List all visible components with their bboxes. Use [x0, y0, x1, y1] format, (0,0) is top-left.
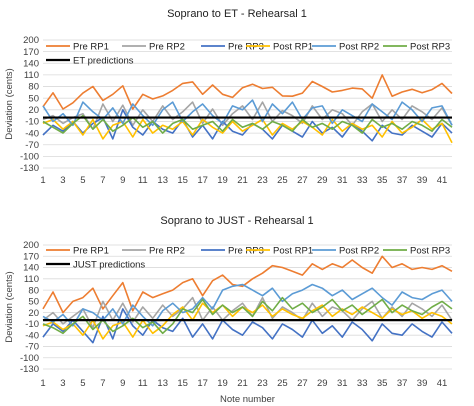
y-tick-label: -100 [20, 152, 39, 163]
x-tick-label: 31 [337, 175, 348, 186]
legend-label: Post RP1 [273, 42, 313, 53]
legend-label: Pre RP2 [149, 246, 185, 257]
series-line-post-rp3 [42, 296, 453, 335]
x-tick-label: 21 [237, 378, 248, 389]
x-tick-label: 35 [377, 378, 388, 389]
x-tick-label: 25 [277, 175, 288, 186]
x-tick-label: 9 [120, 378, 125, 389]
legend-label: Pre RP3 [228, 42, 264, 53]
chart-2: Soprano to JUST - Rehearsal 120017014011… [4, 215, 453, 405]
y-axis-label: Deviation (cents) [4, 68, 15, 139]
legend-label: Post RP3 [410, 246, 450, 257]
y-tick-label: -40 [25, 330, 39, 341]
series-line-post-rp1 [42, 302, 453, 340]
x-tick-label: 37 [397, 378, 408, 389]
legend-label: Post RP2 [339, 246, 379, 257]
legend-label: Post RP3 [410, 42, 450, 53]
y-tick-label: -10 [25, 319, 39, 330]
x-tick-label: 23 [257, 378, 268, 389]
y-tick-label: 140 [23, 263, 39, 274]
y-tick-label: 50 [28, 93, 39, 104]
chart-title: Soprano to ET - Rehearsal 1 [167, 8, 307, 20]
x-tick-label: 15 [177, 378, 188, 389]
x-tick-label: 17 [197, 378, 208, 389]
x-tick-label: 17 [197, 175, 208, 186]
series-line-pre-rp1 [42, 74, 453, 110]
x-tick-label: 23 [257, 175, 268, 186]
chart-title: Soprano to JUST - Rehearsal 1 [160, 215, 313, 227]
y-tick-label: -70 [25, 140, 39, 151]
y-tick-label: 170 [23, 251, 39, 262]
legend-label: Post RP2 [339, 42, 379, 53]
x-tick-label: 1 [40, 175, 45, 186]
y-tick-label: 140 [23, 58, 39, 69]
y-tick-label: 170 [23, 47, 39, 58]
legend-label: Pre RP3 [228, 246, 264, 257]
legend-label: Pre RP2 [149, 42, 185, 53]
legend-label: JUST predictions [73, 260, 145, 271]
x-tick-label: 33 [357, 175, 368, 186]
legend-label: Post RP1 [273, 246, 313, 257]
series-line-pre-rp3 [42, 308, 453, 344]
x-tick-label: 7 [100, 175, 105, 186]
y-tick-label: 200 [23, 35, 39, 46]
x-tick-label: 5 [80, 175, 85, 186]
x-tick-label: 35 [377, 175, 388, 186]
y-tick-label: 200 [23, 240, 39, 251]
x-tick-label: 33 [357, 378, 368, 389]
chart-1: Soprano to ET - Rehearsal 1 2001701401108… [4, 8, 453, 186]
x-tick-label: 3 [60, 378, 65, 389]
x-tick-label: 19 [217, 175, 228, 186]
legend-label: ET predictions [73, 56, 134, 67]
y-axis-label: Deviation (cents) [4, 271, 15, 342]
x-tick-label: 5 [80, 378, 85, 389]
x-tick-label: 21 [237, 175, 248, 186]
x-tick-label: 39 [417, 175, 428, 186]
y-tick-label: -10 [25, 117, 39, 128]
x-tick-label: 19 [217, 378, 228, 389]
x-tick-label: 39 [417, 378, 428, 389]
x-tick-label: 29 [317, 175, 328, 186]
legend-label: Pre RP1 [73, 246, 109, 257]
series-line-post-rp2 [42, 99, 453, 127]
y-tick-label: 80 [28, 82, 39, 93]
x-tick-label: 37 [397, 175, 408, 186]
x-tick-label: 29 [317, 378, 328, 389]
y-tick-label: -130 [20, 163, 39, 174]
x-tick-label: 27 [297, 175, 308, 186]
y-tick-label: 110 [24, 274, 39, 285]
y-tick-label: 20 [28, 308, 39, 319]
x-tick-label: 25 [277, 378, 288, 389]
x-tick-label: 13 [157, 378, 168, 389]
x-tick-label: 41 [437, 378, 448, 389]
x-tick-label: 27 [297, 378, 308, 389]
series-line-pre-rp1 [42, 255, 453, 314]
y-tick-label: -100 [20, 353, 39, 364]
x-tick-label: 11 [138, 175, 148, 186]
legend-label: Pre RP1 [73, 42, 109, 53]
y-tick-label: -130 [20, 364, 39, 375]
x-tick-label: 15 [177, 175, 188, 186]
y-tick-label: -70 [25, 342, 39, 353]
x-tick-label: 31 [337, 378, 348, 389]
series-line-post-rp1 [42, 118, 453, 144]
y-tick-label: 20 [28, 105, 39, 116]
series-line-post-rp3 [42, 114, 453, 134]
x-axis-label: Note number [220, 394, 275, 405]
y-tick-label: -40 [25, 128, 39, 139]
x-tick-label: 1 [40, 378, 45, 389]
series-line-post-rp2 [42, 283, 453, 327]
x-tick-label: 9 [120, 175, 125, 186]
y-tick-label: 80 [28, 285, 39, 296]
x-tick-label: 13 [157, 175, 168, 186]
y-tick-label: 110 [24, 70, 39, 81]
x-tick-label: 3 [60, 175, 65, 186]
x-tick-label: 41 [437, 175, 448, 186]
x-tick-label: 7 [100, 378, 105, 389]
x-tick-label: 11 [138, 378, 148, 389]
y-tick-label: 50 [28, 297, 39, 308]
